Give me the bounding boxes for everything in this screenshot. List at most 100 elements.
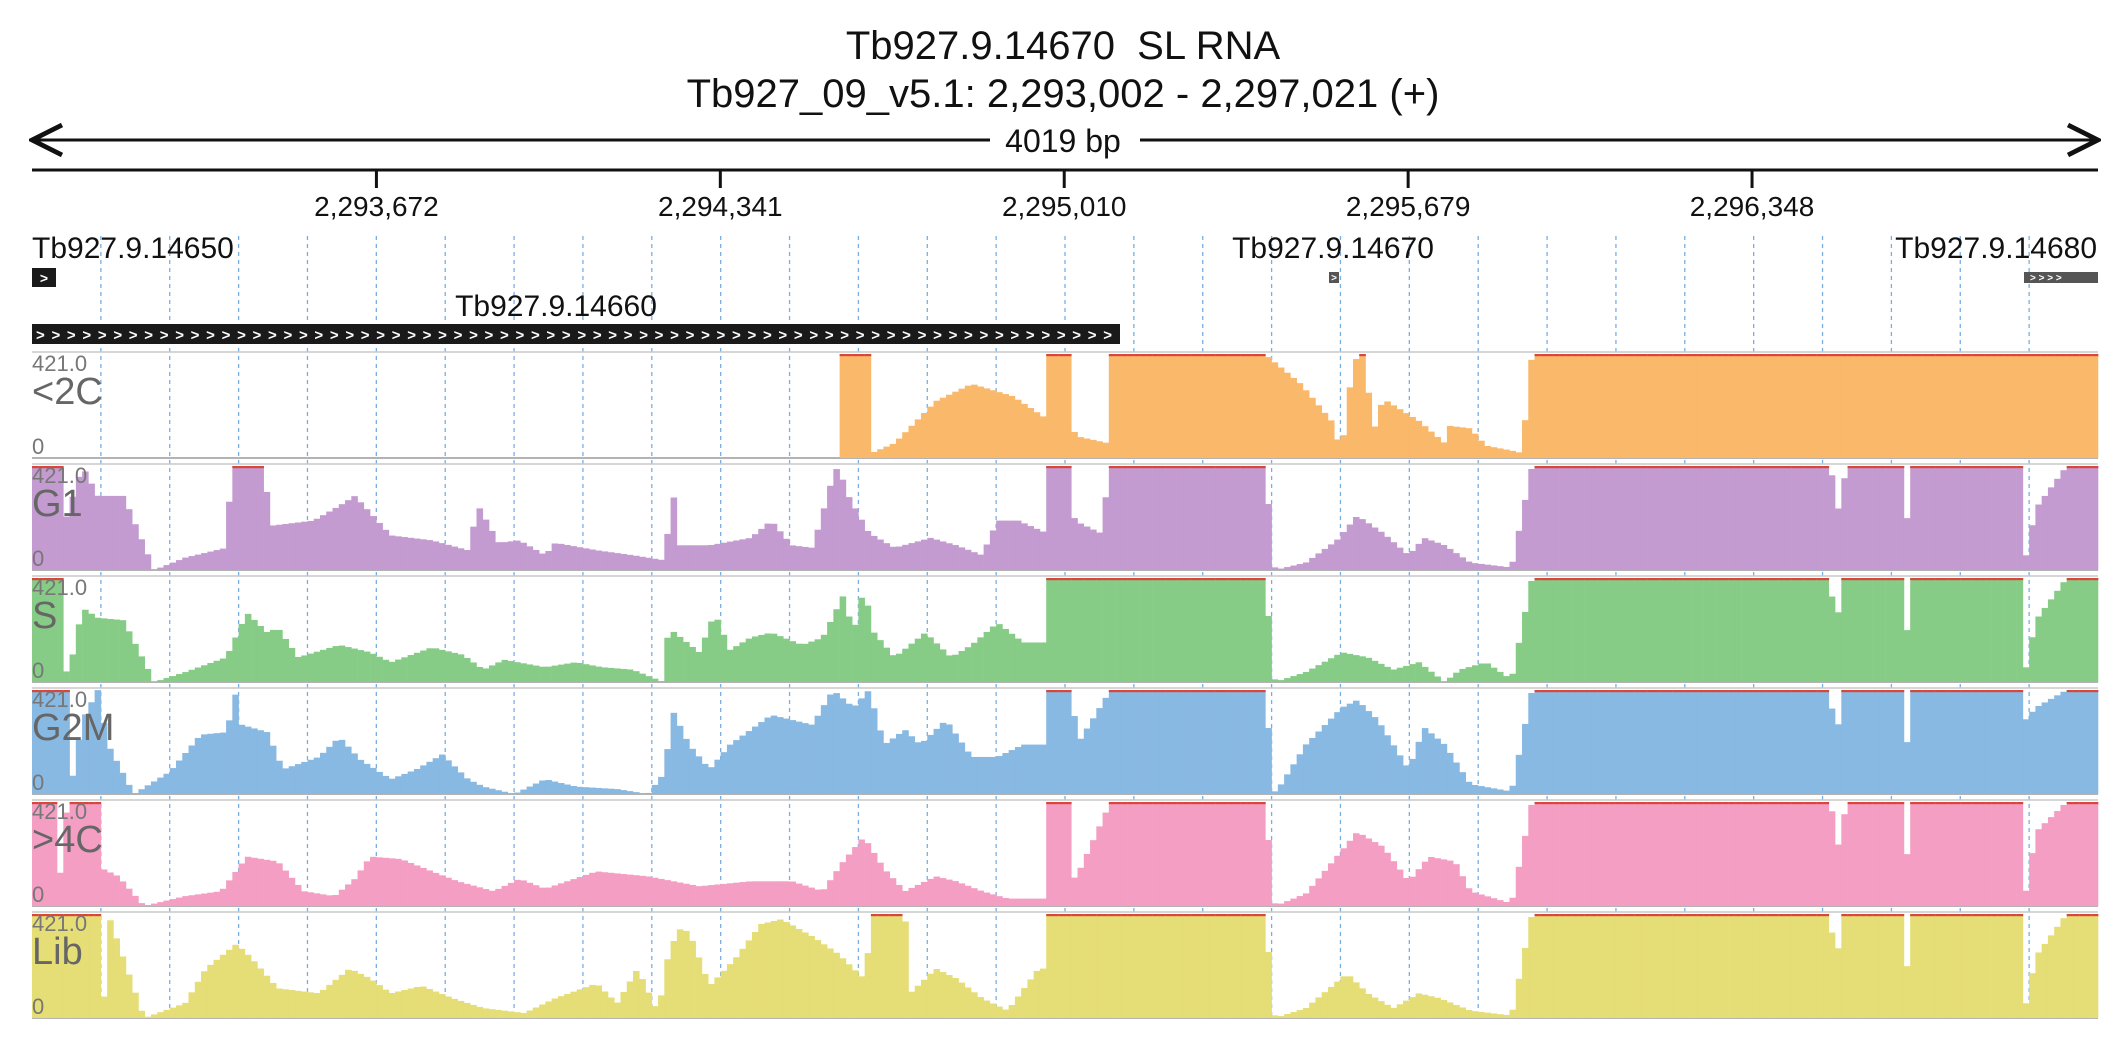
coverage-bar: [276, 524, 283, 570]
clip-marker: [1590, 914, 1598, 917]
coverage-bar: [1722, 578, 1729, 682]
gene-feature-14680[interactable]: [2024, 272, 2098, 283]
coverage-bar: [1697, 578, 1704, 682]
clip-marker: [1947, 914, 1955, 917]
coverage-bar: [1515, 754, 1523, 794]
coverage-bar: [1208, 914, 1216, 1018]
coverage-bar: [827, 948, 834, 1018]
clip-marker: [1202, 578, 1210, 581]
gene-feature-14670[interactable]: [1329, 272, 1339, 283]
coverage-bar: [1490, 788, 1498, 794]
coverage-bar: [251, 728, 258, 794]
coverage-bar: [564, 784, 571, 794]
coverage-bar: [1277, 784, 1285, 794]
coverage-bar: [301, 521, 308, 570]
clip-marker: [2091, 802, 2099, 805]
coverage-bar: [1603, 578, 1610, 682]
coverage-bar: [395, 776, 402, 794]
clip-marker: [244, 466, 252, 469]
coverage-bar: [219, 732, 227, 794]
coverage-bar: [263, 859, 271, 906]
coverage-bar: [163, 565, 171, 570]
coverage-bar: [1703, 690, 1711, 794]
coverage-bar: [858, 519, 865, 570]
coverage-bar: [1828, 354, 1836, 458]
clip-marker: [1841, 914, 1848, 917]
coverage-bar: [833, 693, 840, 794]
clip-marker: [1052, 466, 1060, 469]
coverage-bar: [2091, 466, 2099, 570]
coverage-bar: [2016, 466, 2024, 570]
coverage-bar: [1234, 578, 1241, 682]
clip-marker: [44, 466, 52, 469]
clip-marker: [1928, 466, 1936, 469]
coverage-bar: [1359, 705, 1366, 794]
coverage-bar: [244, 856, 252, 906]
clip-marker: [1115, 578, 1122, 581]
coverage-bar: [438, 875, 446, 906]
coverage-bar: [420, 986, 427, 1018]
clip-marker: [1177, 802, 1185, 805]
coverage-bar: [1672, 466, 1679, 570]
coverage-bars: [32, 802, 2099, 906]
coverage-bar: [1190, 802, 1197, 906]
coverage-bar: [1202, 578, 1210, 682]
clip-marker: [1803, 914, 1811, 917]
coverage-bar: [1791, 914, 1798, 1018]
clip-marker: [1860, 802, 1867, 805]
clip-marker: [1979, 690, 1986, 693]
coverage-bar: [1359, 656, 1366, 682]
coverage-bar: [282, 989, 289, 1018]
coverage-bar: [2029, 711, 2036, 794]
coverage-bar: [1509, 897, 1517, 906]
gene-label-14680[interactable]: Tb927.9.14680: [1895, 232, 2097, 265]
coverage-bar: [1033, 898, 1041, 906]
coverage-bar: [1891, 578, 1898, 682]
coverage-bar: [701, 545, 709, 570]
clip-marker: [1935, 466, 1942, 469]
coverage-bar: [138, 656, 145, 682]
clip-marker: [1146, 578, 1153, 581]
coverage-bar: [833, 871, 840, 906]
coverage-bar: [1828, 596, 1836, 682]
coverage-bar: [1766, 914, 1773, 1018]
gene-feature-14650[interactable]: [32, 268, 56, 287]
coverage-bar: [1021, 744, 1028, 794]
clip-marker: [1753, 690, 1761, 693]
clip-marker: [1747, 914, 1754, 917]
coverage-bar: [789, 925, 797, 1018]
coverage-bar: [526, 664, 534, 682]
coverage-bar: [482, 787, 490, 794]
clip-marker: [1208, 690, 1216, 693]
clip-marker: [1540, 354, 1548, 357]
coverage-bar: [44, 578, 52, 682]
coverage-bar: [1259, 466, 1266, 570]
clip-marker: [1822, 690, 1830, 693]
coverage-bar: [57, 914, 64, 1018]
coverage-bar: [263, 732, 271, 794]
coverage-bar: [1334, 981, 1341, 1018]
clip-marker: [75, 914, 83, 917]
clip-marker: [1678, 914, 1686, 917]
gene-label-14660[interactable]: Tb927.9.14660: [455, 290, 657, 323]
coverage-bar: [276, 988, 283, 1018]
coverage-bar: [351, 496, 358, 570]
coverage-bar: [1697, 466, 1704, 570]
gene-feature-14660[interactable]: [32, 324, 1120, 344]
gene-label-14670[interactable]: Tb927.9.14670: [1232, 232, 1434, 265]
clip-marker: [1772, 802, 1780, 805]
coverage-bar: [689, 940, 696, 1018]
coverage-bar: [1891, 690, 1898, 794]
gene-label-14650[interactable]: Tb927.9.14650: [32, 232, 234, 265]
coverage-bar: [889, 878, 897, 906]
coverage-bar: [2079, 914, 2086, 1018]
coverage-bar: [1296, 896, 1304, 906]
coverage-bar: [895, 653, 903, 682]
coverage-bar: [107, 495, 114, 570]
clip-marker: [1196, 578, 1204, 581]
coverage-bar: [1321, 725, 1329, 794]
coverage-bar: [751, 726, 759, 794]
coverage-bar: [2054, 695, 2061, 794]
coverage-bar: [2022, 719, 2030, 794]
